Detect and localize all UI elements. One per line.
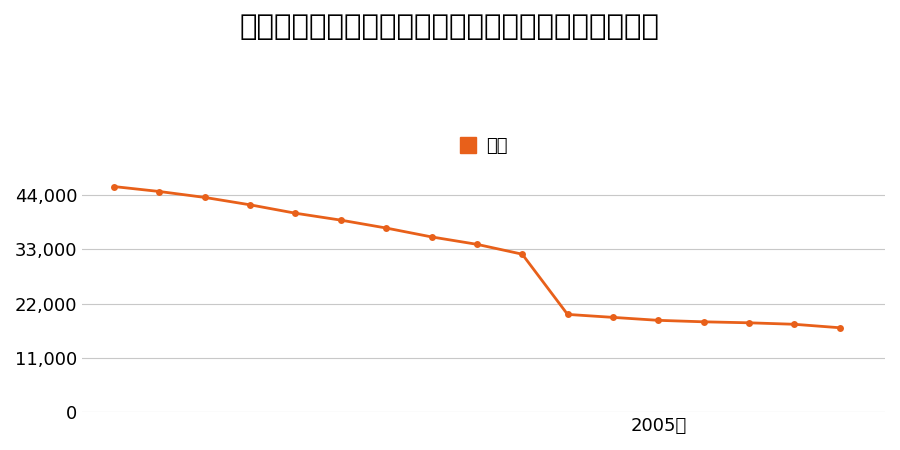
Legend: 価格: 価格 <box>452 130 515 162</box>
Text: 埼玉県比企郡川島町大字角泉字鶴舞９番１の地価推移: 埼玉県比企郡川島町大字角泉字鶴舞９番１の地価推移 <box>240 14 660 41</box>
